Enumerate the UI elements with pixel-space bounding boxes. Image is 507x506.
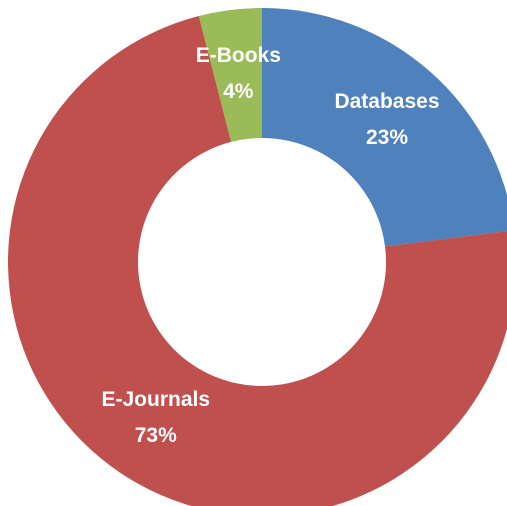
slice-category-label: Databases bbox=[334, 90, 439, 113]
slice-category-label: E-Journals bbox=[102, 388, 211, 411]
donut-slice bbox=[262, 8, 507, 247]
slice-value-label: 23% bbox=[366, 126, 408, 149]
slice-value-label: 4% bbox=[223, 80, 254, 103]
donut-slice bbox=[8, 15, 507, 506]
slice-value-label: 73% bbox=[135, 424, 177, 447]
slice-category-label: E-Books bbox=[196, 44, 281, 67]
donut-slice bbox=[198, 8, 262, 142]
